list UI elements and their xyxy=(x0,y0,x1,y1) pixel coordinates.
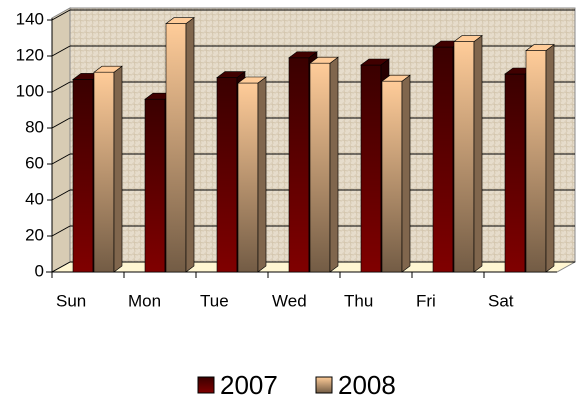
legend-label: 2007 xyxy=(220,370,278,400)
bar xyxy=(237,76,267,273)
legend-swatch xyxy=(315,376,333,394)
y-tick-label: 120 xyxy=(16,45,44,64)
legend-label: 2008 xyxy=(338,370,396,400)
bar xyxy=(453,34,483,273)
x-tick-label: Fri xyxy=(416,291,436,310)
x-tick-label: Mon xyxy=(128,291,161,310)
y-tick-label: 0 xyxy=(35,261,44,280)
bar-top xyxy=(165,17,195,24)
bar-front xyxy=(288,57,310,273)
bar-top xyxy=(525,44,555,51)
grid-line xyxy=(51,117,71,129)
bar-side xyxy=(401,74,411,273)
bar-front xyxy=(93,71,115,273)
x-tick-label: Wed xyxy=(272,291,307,310)
x-tick-label: Thu xyxy=(344,291,373,310)
x-tick-label: Sun xyxy=(56,291,86,310)
grid-line xyxy=(51,261,71,273)
bar-front xyxy=(381,80,403,273)
bar xyxy=(165,17,195,273)
bar-side xyxy=(113,65,123,273)
grid-line xyxy=(51,9,71,21)
bar xyxy=(309,56,339,273)
grid-line xyxy=(51,81,71,93)
legend-swatch xyxy=(197,376,215,394)
y-tick-label: 60 xyxy=(25,153,44,172)
bar-front xyxy=(504,73,526,273)
grid-line xyxy=(51,225,71,237)
bar-top xyxy=(288,51,318,59)
bar-top xyxy=(453,35,483,42)
bar-top xyxy=(309,56,339,64)
y-tick-label: 100 xyxy=(16,81,44,100)
bar xyxy=(525,43,555,273)
grid-line xyxy=(51,153,71,165)
x-tick-label: Sat xyxy=(488,291,514,310)
bar-top xyxy=(216,71,246,78)
y-tick-label: 20 xyxy=(25,225,44,244)
bar-front xyxy=(165,23,187,273)
bar-front xyxy=(216,77,238,273)
bar-front xyxy=(144,98,166,273)
grid-line xyxy=(51,45,71,57)
bar-side xyxy=(329,56,339,273)
bar-top xyxy=(360,58,390,66)
bar-top xyxy=(237,76,267,84)
bar-side xyxy=(185,17,195,273)
bar-side xyxy=(473,34,483,273)
bar xyxy=(93,65,123,273)
bar xyxy=(381,74,411,273)
y-tick-label: 80 xyxy=(25,117,44,136)
grid-line xyxy=(51,189,71,201)
bar-front xyxy=(525,50,547,273)
bar-side xyxy=(545,43,555,273)
bar-front xyxy=(432,46,454,273)
bar-front xyxy=(72,79,94,273)
bar-front xyxy=(309,62,331,273)
bar-front xyxy=(453,41,475,273)
bar-front xyxy=(237,82,259,273)
bar-top xyxy=(381,74,411,82)
bar-front xyxy=(360,64,382,273)
x-tick-label: Tue xyxy=(200,291,229,310)
y-tick-label: 40 xyxy=(25,189,44,208)
bar-side xyxy=(257,76,267,273)
y-tick-label: 140 xyxy=(16,9,44,28)
bar-top xyxy=(93,65,123,73)
